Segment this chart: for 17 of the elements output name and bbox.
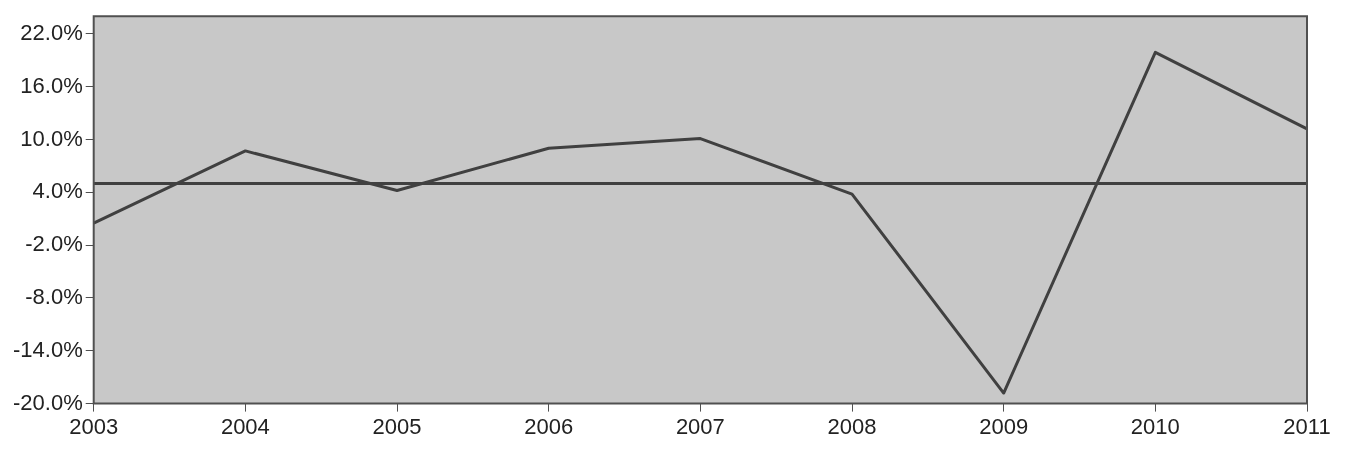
x-tick-label: 2009 <box>979 413 1029 439</box>
x-tick-label: 2008 <box>827 413 877 439</box>
x-tick-label: 2011 <box>1283 413 1331 439</box>
x-tick-label: 2003 <box>69 413 119 439</box>
x-tick-label: 2004 <box>220 413 270 439</box>
y-tick-label: 10.0% <box>20 125 83 151</box>
y-tick-label: -2.0% <box>25 231 83 257</box>
y-tick-label: -20.0% <box>12 389 83 415</box>
x-tick-label: 2007 <box>675 413 725 439</box>
x-tick-label: 2006 <box>524 413 574 439</box>
y-tick-label: -14.0% <box>12 336 83 362</box>
y-tick-label: 4.0% <box>32 178 83 204</box>
y-tick-label: 22.0% <box>20 19 83 45</box>
y-tick-label: 16.0% <box>20 72 83 98</box>
x-tick-label: 2010 <box>1130 413 1180 439</box>
y-tick-label: -8.0% <box>25 284 83 310</box>
x-tick-label: 2005 <box>372 413 422 439</box>
